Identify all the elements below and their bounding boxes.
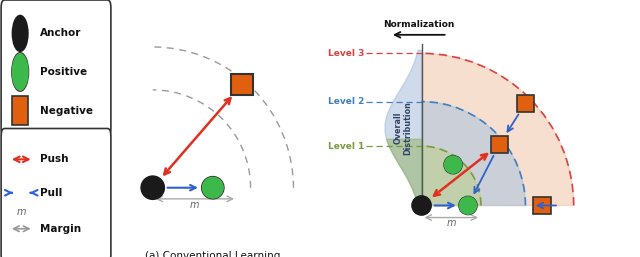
- Text: Level 2: Level 2: [328, 97, 364, 106]
- FancyBboxPatch shape: [1, 128, 111, 257]
- FancyBboxPatch shape: [491, 135, 508, 153]
- Text: (a) Conventional Learning: (a) Conventional Learning: [145, 251, 280, 257]
- Circle shape: [202, 177, 223, 198]
- Text: Level 3: Level 3: [328, 49, 364, 58]
- Circle shape: [141, 176, 164, 199]
- Circle shape: [445, 156, 461, 173]
- Wedge shape: [422, 146, 481, 206]
- Text: Negative: Negative: [40, 106, 93, 115]
- Circle shape: [12, 15, 28, 51]
- Circle shape: [460, 197, 476, 214]
- Circle shape: [412, 196, 431, 215]
- FancyBboxPatch shape: [231, 74, 253, 95]
- Text: $m$: $m$: [446, 218, 457, 228]
- Text: Pull: Pull: [40, 188, 63, 198]
- FancyBboxPatch shape: [516, 95, 534, 112]
- FancyBboxPatch shape: [1, 0, 111, 136]
- Text: Normalization: Normalization: [383, 20, 454, 29]
- FancyBboxPatch shape: [533, 197, 551, 214]
- Text: Margin: Margin: [40, 224, 81, 234]
- FancyBboxPatch shape: [12, 96, 28, 125]
- Text: $m$: $m$: [16, 207, 27, 217]
- Text: Overall
Distribution: Overall Distribution: [394, 101, 413, 154]
- Text: Level 1: Level 1: [328, 142, 364, 151]
- Wedge shape: [422, 102, 525, 206]
- Circle shape: [12, 54, 28, 90]
- Text: $m$: $m$: [189, 200, 200, 210]
- Wedge shape: [422, 53, 573, 206]
- Text: Anchor: Anchor: [40, 29, 82, 38]
- Text: Push: Push: [40, 154, 69, 164]
- Text: Positive: Positive: [40, 67, 88, 77]
